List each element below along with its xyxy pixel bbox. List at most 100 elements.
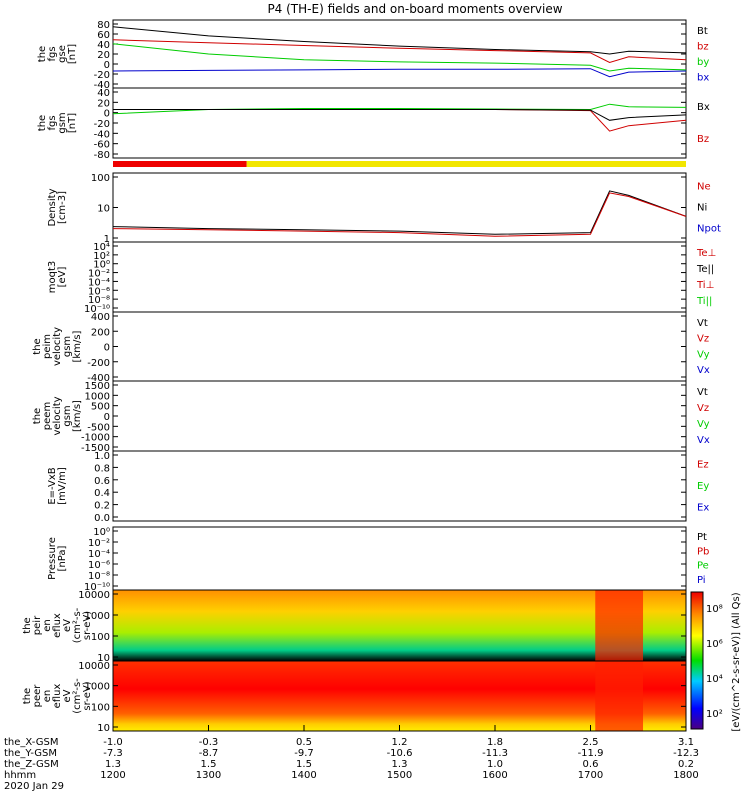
y-axis-label: E=-VxB xyxy=(47,467,58,504)
y-tick-label: 1000 xyxy=(85,391,110,402)
y-tick-label: 80 xyxy=(97,20,110,31)
x-tick-label: -0.3 xyxy=(199,737,219,748)
y-tick-label: -40 xyxy=(94,80,110,91)
series-Ne xyxy=(112,192,687,237)
y-tick-label: 200 xyxy=(91,327,110,338)
y-axis-label: gsm xyxy=(62,336,73,357)
legend-Ez: Ez xyxy=(697,460,709,471)
x-tick-label: -11.3 xyxy=(482,748,508,759)
panel-5: 400 200 0 -200 -400 the peim velocity gsm [km/s] V… xyxy=(32,311,710,384)
x-tick-label: -11.9 xyxy=(578,748,604,759)
y-tick-label: -1500 xyxy=(81,443,110,454)
x-tick-label: -1.0 xyxy=(103,737,123,748)
y-axis-label: [km/s] xyxy=(72,400,83,432)
x-tick-label: 3.1 xyxy=(678,737,694,748)
legend-Pt: Pt xyxy=(697,532,707,543)
y-axis-label: Pressure xyxy=(47,537,58,580)
colorbar-tick-label: 10⁶ xyxy=(706,639,723,650)
panel-9: 10000 1000 100 10 the peir en eflux eV (cm²-s-sr-… xyxy=(22,589,687,664)
y-tick-label: -1000 xyxy=(81,433,110,444)
y-tick-label: 10² xyxy=(93,251,110,262)
legend-Vx: Vx xyxy=(697,435,710,446)
y-axis-label: [nPa] xyxy=(57,545,68,571)
y-axis-label: eV xyxy=(62,689,73,702)
y-tick-label: 20 xyxy=(97,98,110,109)
y-axis-label: (cm²-s- xyxy=(72,678,83,714)
panel-frame xyxy=(112,450,687,522)
y-tick-label: 0.4 xyxy=(94,488,110,499)
x-row-label: 2020 Jan 29 xyxy=(4,781,64,792)
heatmap-active-region xyxy=(595,590,644,661)
status-bar-red xyxy=(113,161,247,167)
y-axis-label: peir xyxy=(32,615,43,635)
legend-Te⊥: Te⊥ xyxy=(696,248,716,259)
x-tick-label: 1700 xyxy=(578,770,603,781)
heatmap-field xyxy=(113,590,686,661)
y-axis-label: velocity xyxy=(52,327,63,366)
y-axis-label: en xyxy=(42,690,53,703)
x-row-label: the_Z-GSM xyxy=(4,759,59,770)
y-tick-label: 40 xyxy=(97,88,110,99)
legend-bx: bx xyxy=(697,72,709,83)
series-Bt xyxy=(113,109,687,121)
x-tick-label: -10.6 xyxy=(387,748,413,759)
legend-Bt: Bt xyxy=(697,26,708,37)
panel-frame xyxy=(112,526,687,591)
y-axis-label: [nT] xyxy=(67,44,78,64)
y-axis-label: peim xyxy=(42,334,53,359)
legend-Ne: Ne xyxy=(697,182,711,193)
panel-frame xyxy=(112,87,687,159)
x-row-label: hhmm xyxy=(4,770,36,781)
y-tick-label: 40 xyxy=(97,40,110,51)
x-tick-label: 0.6 xyxy=(583,759,599,770)
y-axis-label: eV xyxy=(62,619,73,632)
y-tick-label: 10⁻¹⁰ xyxy=(84,582,110,593)
legend-Pi: Pi xyxy=(697,575,706,586)
y-axis-label: fgs xyxy=(47,46,58,61)
legend-bz: bz xyxy=(697,41,709,52)
y-axis-label: gse xyxy=(57,45,68,63)
y-axis-label: the xyxy=(22,688,33,704)
y-axis-label: [nT] xyxy=(67,113,78,133)
y-axis-label: moqt3 xyxy=(47,261,58,294)
y-axis-label: the xyxy=(32,408,43,424)
x-tick-label: 1.5 xyxy=(201,759,217,770)
y-tick-label: 0.0 xyxy=(94,513,110,524)
y-axis-label: fgs xyxy=(47,115,58,130)
y-tick-label: 10⁰ xyxy=(93,527,110,538)
x-tick-label: 1800 xyxy=(673,770,698,781)
series-bz xyxy=(112,39,687,64)
y-tick-label: 400 xyxy=(91,312,110,323)
colorbar-label: [eV/(cm^2-s-sr-eV)] (All Qs) xyxy=(731,592,742,731)
y-axis-label: eflux xyxy=(52,684,63,709)
legend-Ti⊥: Ti⊥ xyxy=(696,280,714,291)
y-axis-label: gsm xyxy=(57,112,68,133)
status-bar-yellow xyxy=(246,161,686,167)
panel-frame xyxy=(112,172,687,243)
x-tick-label: -9.7 xyxy=(294,748,314,759)
legend-Ti||: Ti|| xyxy=(696,296,712,307)
y-axis-label: gsm xyxy=(62,405,73,426)
x-tick-label: 1.0 xyxy=(487,759,503,770)
x-tick-label: -12.3 xyxy=(673,748,699,759)
x-tick-label: -8.7 xyxy=(199,748,219,759)
legend-Vz: Vz xyxy=(697,403,709,414)
legend-Ey: Ey xyxy=(697,481,709,492)
y-tick-label: 100 xyxy=(91,702,110,713)
y-axis-label: [eV] xyxy=(57,267,68,288)
x-tick-label: 1.8 xyxy=(487,737,503,748)
legend-Bx: Bx xyxy=(697,102,710,113)
y-axis-label: [cm-3] xyxy=(57,191,68,224)
x-tick-label: 0.5 xyxy=(296,737,312,748)
y-tick-label: 60 xyxy=(97,30,110,41)
panel-7: 1.00.8 0.60.4 0.20.0 E=-VxB [mV/m] Ez Ey Ex xyxy=(47,450,709,524)
y-tick-label: -60 xyxy=(94,140,110,151)
y-tick-label: -500 xyxy=(87,422,110,433)
x-tick-label: 1200 xyxy=(100,770,125,781)
series-bx xyxy=(112,68,687,78)
y-tick-label: 1000 xyxy=(85,682,110,693)
legend-Vt: Vt xyxy=(697,318,708,329)
y-axis-label: the xyxy=(37,46,48,62)
